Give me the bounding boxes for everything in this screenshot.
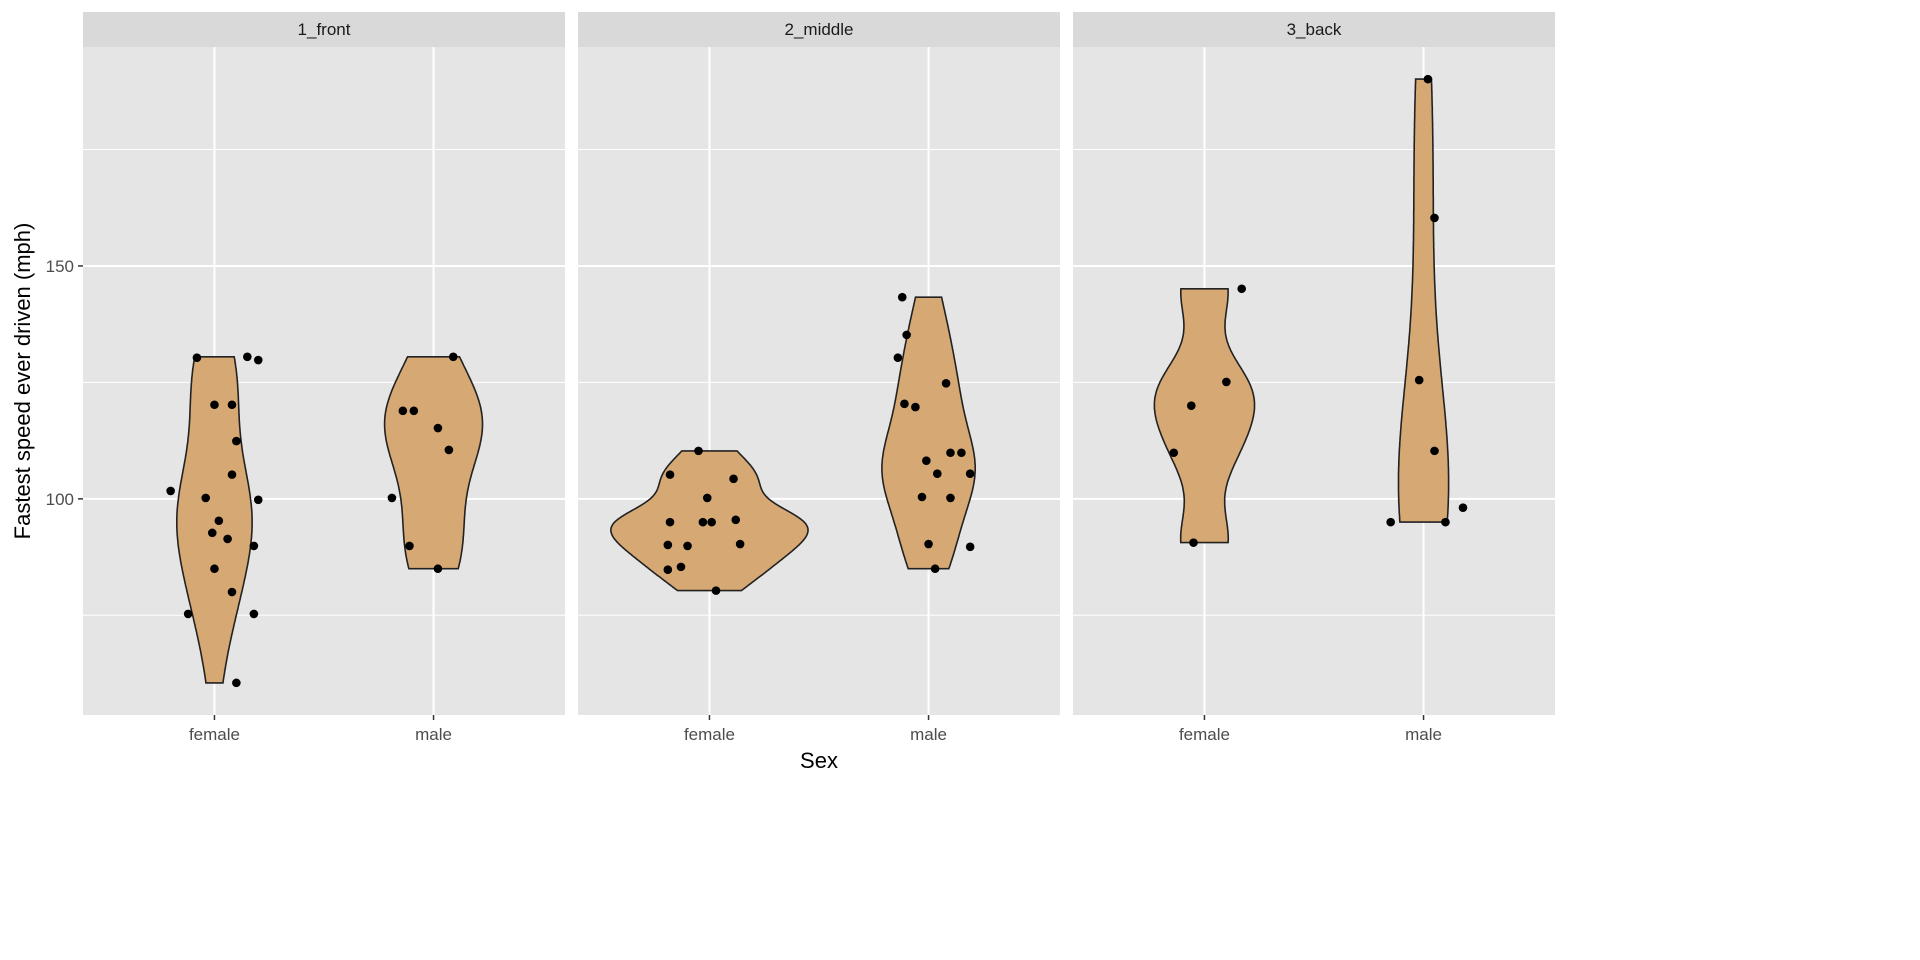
data-point: [227, 470, 237, 479]
data-point: [201, 493, 210, 503]
data-point: [232, 678, 241, 688]
violin-female: [1153, 288, 1256, 544]
data-point: [731, 515, 741, 525]
y-tick-label: 150: [46, 257, 74, 276]
data-point: [210, 400, 219, 410]
data-point: [1386, 517, 1395, 527]
data-point: [683, 541, 692, 551]
data-point: [227, 587, 237, 597]
data-point: [1441, 517, 1450, 527]
data-point: [965, 469, 975, 479]
x-tick-label: male: [910, 725, 947, 744]
data-point: [183, 609, 193, 619]
data-point: [965, 542, 975, 552]
data-point: [922, 456, 931, 465]
data-point: [223, 534, 232, 544]
data-point: [729, 474, 738, 484]
data-point: [214, 516, 224, 526]
data-point: [665, 470, 675, 479]
data-point: [1237, 284, 1246, 294]
data-point: [676, 562, 686, 572]
panel-background: [578, 47, 1060, 715]
facet-strip: [578, 12, 1060, 47]
x-tick-label: female: [684, 725, 735, 744]
data-point: [946, 448, 955, 458]
data-point: [924, 539, 933, 549]
data-point: [433, 423, 443, 433]
x-tick-label: female: [189, 725, 240, 744]
data-point: [210, 564, 219, 574]
facet-strip: [1073, 12, 1555, 47]
data-point: [253, 495, 263, 505]
data-point: [1189, 538, 1198, 547]
data-point: [448, 352, 458, 362]
x-tick-label: male: [415, 725, 452, 744]
facet-strip-label: 1_front: [298, 20, 351, 39]
data-point: [911, 402, 920, 412]
data-point: [735, 539, 745, 549]
data-point: [1430, 213, 1439, 223]
data-point: [1222, 377, 1231, 387]
data-point: [1430, 446, 1439, 456]
x-tick-label: male: [1405, 725, 1442, 744]
data-point: [249, 609, 259, 619]
data-point: [663, 565, 673, 574]
data-point: [957, 448, 966, 458]
x-axis-title: Sex: [800, 748, 838, 773]
data-point: [207, 528, 217, 538]
data-point: [941, 379, 951, 388]
data-point: [900, 399, 909, 409]
data-point: [227, 400, 237, 410]
y-tick-label: 100: [46, 490, 74, 509]
data-point: [698, 517, 708, 527]
data-point: [711, 586, 721, 595]
data-point: [405, 541, 414, 551]
data-point: [893, 353, 903, 363]
data-point: [433, 564, 443, 574]
data-point: [253, 355, 263, 365]
data-point: [1423, 74, 1433, 84]
panel-background: [1073, 47, 1555, 715]
data-point: [398, 406, 408, 416]
data-point: [946, 493, 955, 503]
violin-male: [383, 356, 484, 570]
x-tick-label: female: [1179, 725, 1230, 744]
violin-male: [1397, 78, 1450, 523]
data-point: [243, 352, 252, 362]
data-point: [232, 436, 241, 446]
data-point: [1169, 448, 1179, 458]
data-point: [663, 540, 673, 550]
data-point: [444, 445, 454, 455]
data-point: [702, 493, 712, 503]
data-point: [166, 486, 175, 496]
data-point: [1458, 503, 1468, 513]
facet-strip-label: 2_middle: [785, 20, 854, 39]
data-point: [930, 564, 940, 574]
data-point: [192, 353, 202, 363]
data-point: [917, 492, 927, 502]
data-point: [897, 292, 907, 302]
panel-background: [83, 47, 565, 715]
facet-strip-label: 3_back: [1287, 20, 1342, 39]
facet-strip: [83, 12, 565, 47]
data-point: [1187, 401, 1196, 410]
data-point: [902, 330, 911, 340]
data-point: [694, 446, 703, 456]
data-point: [665, 517, 675, 527]
y-axis-title: Fastest speed ever driven (mph): [10, 223, 35, 540]
data-point: [707, 517, 716, 527]
data-point: [1414, 375, 1424, 385]
data-point: [409, 406, 419, 416]
data-point: [933, 469, 942, 479]
data-point: [249, 541, 259, 551]
data-point: [387, 493, 397, 503]
